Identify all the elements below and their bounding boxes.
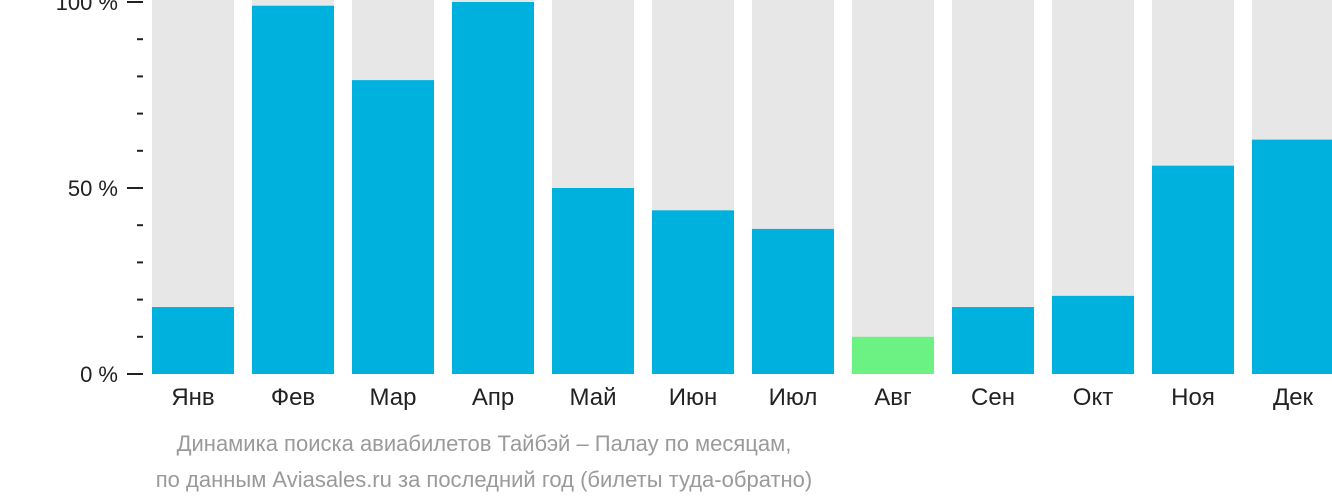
y-tick-label: 50 %: [68, 176, 118, 201]
x-tick-label: Июн: [669, 384, 718, 411]
monthly-search-chart: 100 % 50 % 0 % Янв Фев Мар Апр Май Июн Июл Авг Сен…: [56, 0, 1332, 411]
chart-caption-line2: по данным Aviasales.ru за последний год …: [155, 467, 813, 492]
x-tick-label: Окт: [1073, 384, 1113, 411]
x-tick-label: Ноя: [1171, 384, 1215, 411]
y-tick-label: 100 %: [56, 0, 118, 15]
x-tick-label: Фев: [271, 384, 315, 411]
x-tick-label: Сен: [971, 384, 1015, 411]
chart-caption-line1: Динамика поиска авиабилетов Тайбэй – Пал…: [176, 431, 792, 456]
bar-Янв: [152, 307, 234, 374]
x-tick-label: Май: [569, 384, 616, 411]
bar-Ноя: [1152, 165, 1234, 374]
bar-Мар: [352, 80, 434, 375]
x-tick-label: Авг: [874, 384, 912, 411]
bar-Авг: [852, 336, 934, 374]
bar-Июн: [652, 210, 734, 374]
bar-background: [852, 0, 934, 374]
bar-Апр: [452, 2, 534, 374]
bar-Дек: [1252, 139, 1332, 374]
x-tick-label: Дек: [1273, 384, 1314, 411]
bars: [152, 0, 1332, 375]
x-tick-label: Мар: [370, 384, 417, 411]
x-tick-label: Апр: [472, 384, 514, 411]
x-tick-label: Июл: [769, 384, 818, 411]
bar-Фев: [252, 5, 334, 374]
y-tick-label: 0 %: [80, 362, 118, 387]
bar-Сен: [952, 307, 1034, 374]
x-tick-label: Янв: [171, 384, 214, 411]
y-axis: 100 % 50 % 0 %: [56, 0, 143, 387]
bar-Май: [552, 188, 634, 374]
bar-Июл: [752, 228, 834, 374]
x-axis-labels: Янв Фев Мар Апр Май Июн Июл Авг Сен Окт Ноя Дек: [171, 384, 1313, 411]
bar-Окт: [1052, 295, 1134, 374]
